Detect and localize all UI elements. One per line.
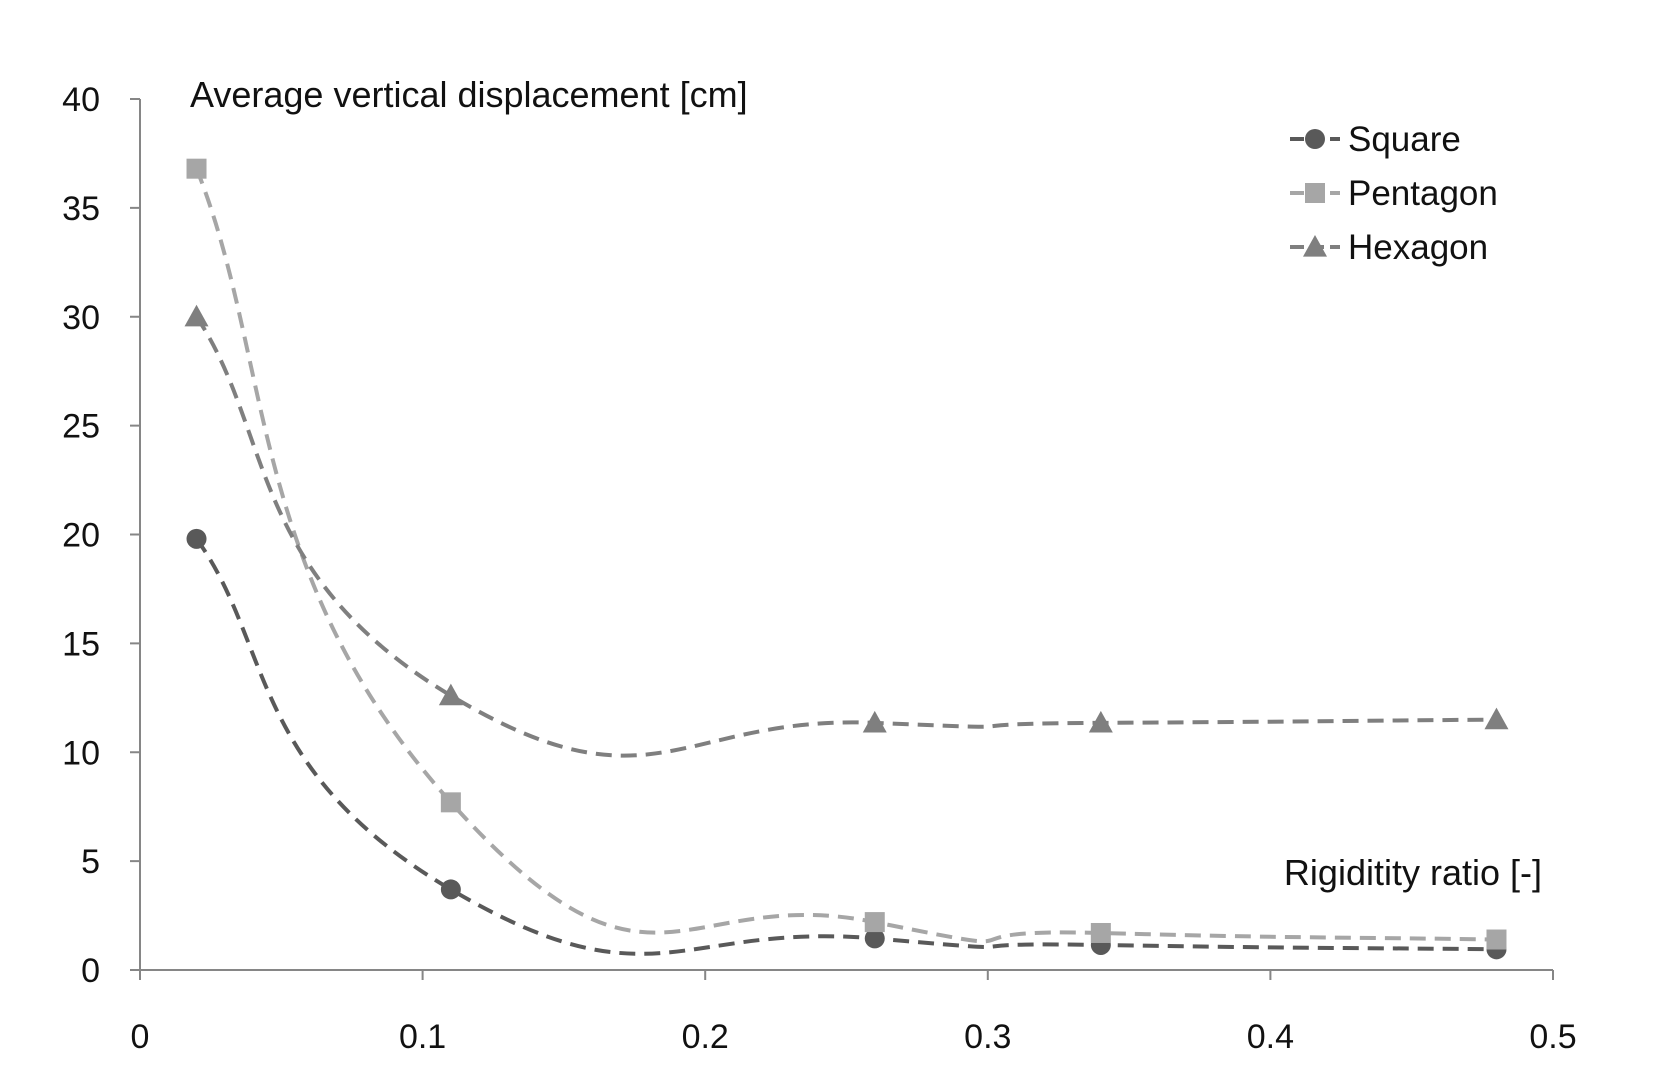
- square-point: [440, 879, 461, 900]
- y-axis-title: Average vertical displacement [cm]: [190, 74, 748, 115]
- series-square: [186, 528, 1507, 960]
- legend-item-pentagon: Pentagon: [1290, 174, 1498, 213]
- legend-marker: [1305, 129, 1325, 149]
- pentagon-point: [1486, 929, 1507, 950]
- legend-marker: [1305, 183, 1325, 203]
- legend-item-square: Square: [1290, 120, 1461, 159]
- legend-label: Square: [1348, 120, 1461, 159]
- hexagon-point: [1088, 710, 1113, 733]
- legend: Square Pentagon Hexagon: [1290, 120, 1498, 267]
- legend-marker: [1303, 235, 1327, 257]
- y-tick-label: 0: [81, 952, 100, 990]
- legend-label: Pentagon: [1348, 174, 1498, 213]
- axes: 0 5 10 15 20 25 30 35 40 0 0.1 0.2 0.3 0.4 0.5: [62, 81, 1576, 1056]
- hexagon-point: [862, 710, 887, 733]
- y-tick-label: 25: [62, 408, 100, 446]
- y-tick-label: 35: [62, 190, 100, 228]
- pentagon-line: [194, 167, 1497, 944]
- square-point: [186, 528, 207, 549]
- x-tick-label: 0.2: [682, 1018, 729, 1056]
- pentagon-point: [440, 792, 461, 813]
- pentagon-point: [864, 912, 885, 933]
- y-tick-label: 15: [62, 625, 100, 663]
- pentagon-point: [186, 158, 207, 179]
- x-tick-label: 0.3: [964, 1018, 1011, 1056]
- series-hexagon: [184, 304, 1509, 758]
- square-point: [864, 928, 885, 949]
- x-tick-label: 0.4: [1247, 1018, 1294, 1056]
- hexagon-point: [1484, 707, 1509, 730]
- y-tick-label: 5: [81, 843, 100, 881]
- series-pentagon: [186, 158, 1507, 950]
- series-layer: [184, 158, 1509, 960]
- hexagon-point: [184, 304, 209, 327]
- legend-item-hexagon: Hexagon: [1290, 228, 1488, 267]
- y-tick-label: 30: [62, 299, 100, 337]
- x-tick-label: 0.1: [399, 1018, 446, 1056]
- hexagon-line: [194, 315, 1497, 758]
- x-tick-label: 0.5: [1529, 1018, 1576, 1056]
- x-tick-label: 0: [131, 1018, 150, 1056]
- legend-label: Hexagon: [1348, 228, 1488, 267]
- hexagon-point: [438, 683, 463, 706]
- y-tick-label: 40: [62, 81, 100, 119]
- pentagon-point: [1090, 922, 1111, 943]
- y-tick-label: 20: [62, 517, 100, 555]
- x-axis-title: Rigiditity ratio [-]: [1284, 852, 1542, 893]
- y-tick-label: 10: [62, 734, 100, 772]
